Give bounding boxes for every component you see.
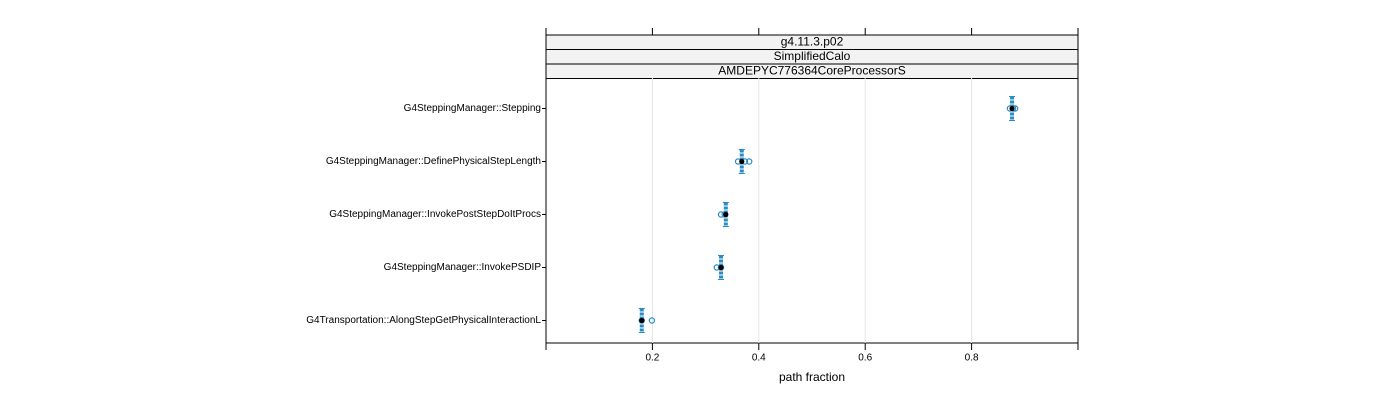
mean-point [1009, 105, 1015, 112]
mean-point [639, 317, 645, 324]
x-tick-label: 0.8 [965, 353, 979, 364]
y-tick-label: G4Transportation::AlongStepGetPhysicalIn… [306, 315, 541, 326]
mean-point [739, 158, 745, 165]
mean-point [718, 264, 724, 271]
strip-label: SimplifiedCalo [774, 49, 851, 63]
y-tick-label: G4SteppingManager::InvokePostStepDoItPro… [329, 209, 541, 220]
mean-point [723, 211, 729, 218]
y-tick-label: G4SteppingManager::InvokePSDIP [384, 262, 542, 273]
point [648, 317, 656, 324]
strip-label: AMDEPYC776364CoreProcessorS [718, 64, 905, 78]
y-tick-label: G4SteppingManager::Stepping [404, 103, 541, 114]
x-tick-label: 0.2 [645, 353, 659, 364]
strip [545, 63, 1079, 79]
strip-label: g4.11.3.p02 [781, 35, 844, 49]
x-tick-label: 0.4 [752, 353, 766, 364]
x-axis-label: path fraction [779, 370, 845, 384]
y-tick-label: G4SteppingManager::DefinePhysicalStepLen… [326, 156, 541, 167]
x-tick-label: 0.6 [858, 353, 872, 364]
panel-frame [545, 34, 1079, 344]
point [746, 158, 753, 165]
